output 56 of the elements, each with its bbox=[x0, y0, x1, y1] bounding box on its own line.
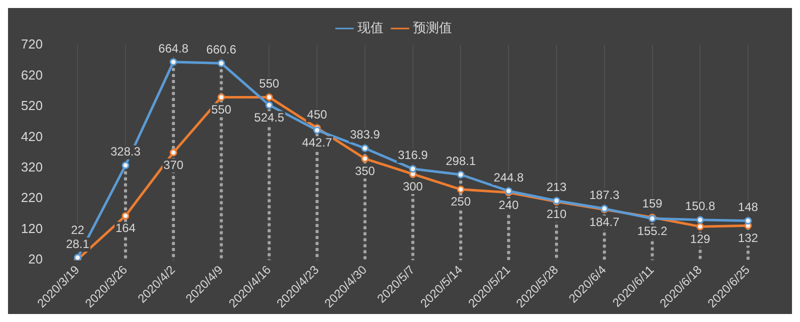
y-tick-label: 420 bbox=[20, 128, 43, 144]
data-label: 213 bbox=[546, 180, 567, 194]
data-label: 328.3 bbox=[110, 144, 141, 159]
point bbox=[456, 170, 464, 178]
data-label: 250 bbox=[450, 194, 472, 209]
y-tick-label: 20 bbox=[28, 252, 43, 267]
data-label: 155.2 bbox=[637, 224, 668, 238]
point bbox=[265, 101, 273, 109]
point bbox=[696, 222, 704, 230]
data-label: 350 bbox=[354, 164, 376, 178]
y-tick-label: 220 bbox=[20, 190, 43, 206]
point bbox=[122, 212, 130, 220]
point bbox=[744, 216, 752, 224]
point bbox=[361, 154, 369, 162]
y-tick-label: 120 bbox=[20, 220, 43, 236]
data-label: 300 bbox=[402, 179, 424, 194]
data-label: 148 bbox=[738, 200, 758, 214]
y-tick-label: 520 bbox=[20, 98, 43, 114]
data-label: 450 bbox=[307, 107, 328, 122]
data-label: 150.8 bbox=[685, 199, 716, 214]
point bbox=[456, 186, 464, 194]
data-label: 210 bbox=[546, 207, 567, 222]
data-label: 164 bbox=[116, 221, 136, 236]
data-label: 159 bbox=[642, 196, 663, 211]
data-label: 442.7 bbox=[302, 136, 332, 150]
data-label: 370 bbox=[163, 158, 184, 172]
point bbox=[409, 165, 417, 173]
data-label: 28.1 bbox=[66, 236, 90, 251]
data-label: 244.8 bbox=[494, 170, 524, 184]
data-label: 132 bbox=[738, 230, 758, 245]
point bbox=[265, 93, 273, 101]
legend-label: 预测值 bbox=[413, 20, 452, 36]
y-tick-label: 320 bbox=[20, 159, 43, 174]
point bbox=[170, 58, 178, 66]
data-label: 298.1 bbox=[446, 154, 476, 168]
data-label: 550 bbox=[259, 76, 280, 91]
point bbox=[361, 144, 369, 152]
data-label: 22 bbox=[70, 222, 85, 237]
y-tick-label: 620 bbox=[20, 67, 43, 82]
point bbox=[218, 60, 226, 67]
data-label: 660.6 bbox=[206, 42, 237, 57]
data-label: 187.3 bbox=[589, 188, 620, 202]
data-label: 550 bbox=[211, 102, 232, 117]
point bbox=[170, 148, 178, 156]
data-label: 240 bbox=[498, 198, 519, 212]
data-label: 524.5 bbox=[254, 110, 285, 124]
data-label: 316.9 bbox=[398, 148, 428, 162]
y-tick-label: 720 bbox=[20, 36, 43, 52]
data-label: 383.9 bbox=[350, 128, 380, 142]
data-label: 129 bbox=[690, 232, 710, 246]
data-label: 664.8 bbox=[158, 41, 189, 56]
point bbox=[696, 216, 704, 224]
data-label: 184.7 bbox=[589, 214, 620, 229]
point bbox=[122, 162, 130, 170]
legend-label: 现值 bbox=[358, 20, 384, 36]
point bbox=[218, 93, 226, 101]
